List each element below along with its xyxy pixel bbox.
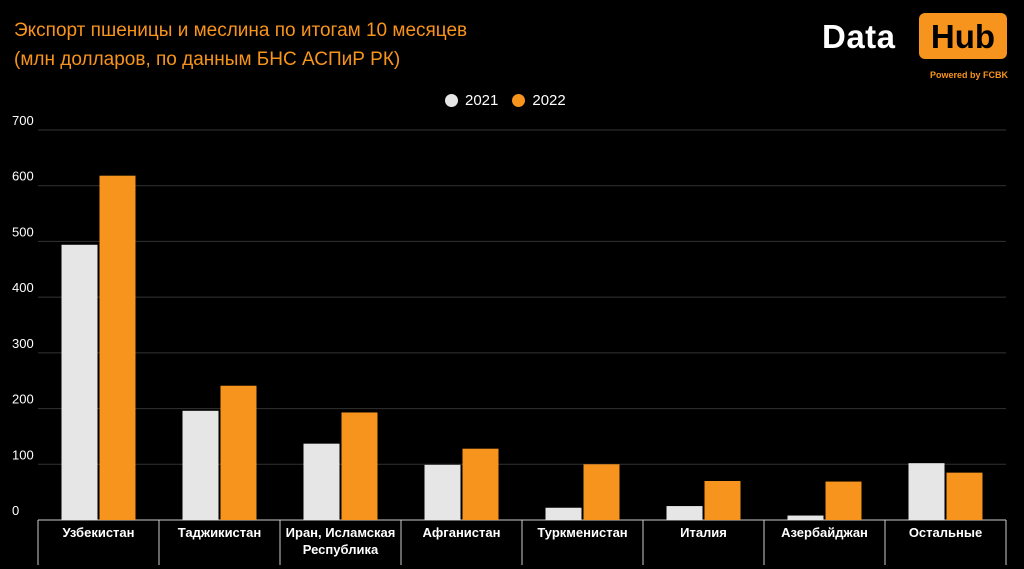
y-tick-label: 0 <box>12 503 19 518</box>
y-tick-label: 600 <box>12 169 34 184</box>
y-tick-label: 300 <box>12 336 34 351</box>
bar-2022 <box>341 412 378 520</box>
bar-2021 <box>424 464 461 520</box>
bar-2022 <box>704 481 741 520</box>
x-category-label: Италия <box>680 525 727 540</box>
logo-hub-text: Hub <box>930 18 996 55</box>
title-line-2: (млн долларов, по данным БНС АСПиР РК) <box>14 49 401 70</box>
bar-2021 <box>545 507 582 520</box>
legend-item-2022: 2022 <box>512 92 566 109</box>
bar-2021 <box>303 443 340 520</box>
title-line-1: Экспорт пшеницы и меслина по итогам 10 м… <box>14 20 468 41</box>
legend-item-2021: 2021 <box>445 92 498 109</box>
x-category-label: Узбекистан <box>62 525 134 540</box>
bar-2022 <box>946 472 983 520</box>
y-tick-label: 100 <box>12 447 34 462</box>
y-tick-label: 400 <box>12 280 34 295</box>
bar-2021 <box>908 463 945 520</box>
x-category-label: Остальные <box>909 525 982 540</box>
x-category-label: Республика <box>303 542 379 557</box>
chart-legend: 2021 2022 <box>445 92 580 109</box>
bar-2022 <box>583 464 620 520</box>
y-tick-label: 200 <box>12 392 34 407</box>
bar-2022 <box>220 385 257 520</box>
x-category-label: Таджикистан <box>178 525 261 540</box>
y-tick-label: 500 <box>12 224 34 239</box>
legend-label-2021: 2021 <box>465 92 499 109</box>
x-category-label: Азербайджан <box>781 525 868 540</box>
x-category-label: Афганистан <box>423 525 501 540</box>
chart-title: Экспорт пшеницы и меслина по итогам 10 м… <box>14 16 467 74</box>
datahub-logo: Data Hub Powered by FCBK <box>822 10 1012 84</box>
bar-2021 <box>666 506 703 520</box>
bar-2022 <box>462 448 499 520</box>
x-category-label: Иран, Исламская <box>286 525 396 540</box>
bar-2021 <box>61 244 98 520</box>
logo-data-text: Data <box>822 18 896 55</box>
legend-label-2022: 2022 <box>532 92 566 109</box>
legend-dot-2021 <box>445 94 458 107</box>
bar-2022 <box>99 175 136 520</box>
legend-dot-2022 <box>512 94 526 107</box>
bar-2021 <box>787 515 824 520</box>
x-category-label: Туркменистан <box>537 525 627 540</box>
logo-hub-box: Hub <box>919 13 1007 59</box>
bar-2022 <box>825 481 862 520</box>
y-tick-label: 700 <box>12 113 34 128</box>
logo-powered-by: Powered by FCBK <box>929 70 1008 80</box>
bar-2021 <box>182 410 219 520</box>
